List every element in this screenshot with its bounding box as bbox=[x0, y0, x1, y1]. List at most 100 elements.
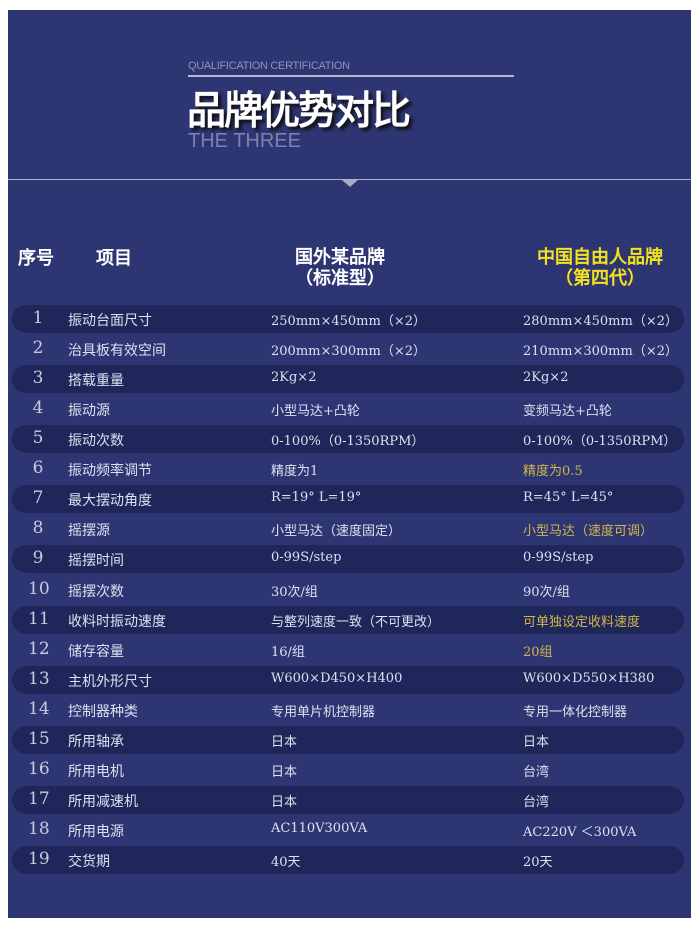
row-index: 1 bbox=[32, 308, 44, 328]
col-header-item: 项目 bbox=[96, 248, 132, 269]
row-foreign-value: 40天 bbox=[271, 855, 301, 871]
row-china-value: 台湾 bbox=[523, 794, 550, 810]
row-index: 3 bbox=[32, 368, 44, 389]
table-row: 7 最大摆动角度 R=19° L=19° R=45° L=45° bbox=[12, 485, 684, 514]
row-index: 18 bbox=[28, 819, 50, 840]
row-item: 交货期 bbox=[68, 854, 110, 871]
table-row: 14 控制器种类 专用单片机控制器 专用一体化控制器 bbox=[12, 696, 684, 724]
row-foreign-value: 2Kg×2 bbox=[271, 370, 317, 386]
row-item: 所用电源 bbox=[68, 824, 124, 841]
triangle-down-icon bbox=[342, 180, 358, 187]
row-foreign-value: R=19° L=19° bbox=[271, 490, 362, 506]
table-row: 10 摇摆次数 30次/组 90次/组 bbox=[12, 576, 684, 604]
row-item: 所用轴承 bbox=[68, 733, 124, 750]
row-foreign-value: 日本 bbox=[271, 794, 298, 810]
row-index: 9 bbox=[32, 548, 44, 569]
page-title: 品牌优势对比 bbox=[187, 89, 411, 134]
row-index: 19 bbox=[28, 849, 50, 870]
row-item: 所用电机 bbox=[68, 763, 124, 780]
table-row: 17 所用减速机 日本 台湾 bbox=[12, 785, 684, 814]
row-index: 11 bbox=[28, 608, 50, 629]
row-item: 收料时振动速度 bbox=[68, 613, 166, 630]
table-row: 13 主机外形尺寸 W600×D450×H400 W600×D550×H380 bbox=[12, 665, 684, 694]
row-foreign-value: 250mm×450mm（×2） bbox=[271, 314, 426, 329]
col-header-china: 中国自由人品牌 （第四代） bbox=[520, 247, 680, 289]
table-row: 6 振动频率调节 精度为1 精度为0.5 bbox=[12, 455, 684, 483]
row-index: 7 bbox=[32, 488, 44, 509]
row-china-value: 0-100%（0-1350RPM） bbox=[523, 434, 677, 450]
row-index: 14 bbox=[28, 698, 50, 719]
row-item: 振动频率调节 bbox=[68, 463, 152, 480]
table-row: 2 治具板有效空间 200mm×300mm（×2） 210mm×300mm（×2） bbox=[12, 335, 684, 363]
row-index: 13 bbox=[28, 668, 50, 689]
row-item: 振动次数 bbox=[68, 433, 124, 450]
col-header-foreign: 国外某品牌 （标准型） bbox=[260, 247, 420, 289]
subtitle-en: QUALIFICATION CERTIFICATION bbox=[188, 60, 350, 72]
row-item: 摇摆源 bbox=[68, 523, 110, 540]
row-china-value: 专用一体化控制器 bbox=[523, 704, 628, 720]
row-china-value: 日本 bbox=[523, 734, 550, 750]
title-rule bbox=[188, 75, 514, 77]
row-china-value: 精度为0.5 bbox=[523, 464, 583, 480]
row-china-value: 20组 bbox=[523, 644, 553, 660]
row-china-value: 210mm×300mm（×2） bbox=[523, 344, 678, 360]
row-index: 12 bbox=[28, 638, 50, 659]
row-index: 8 bbox=[32, 518, 44, 539]
row-item: 振动台面尺寸 bbox=[68, 313, 152, 329]
row-china-value: 变频马达+凸轮 bbox=[523, 404, 612, 420]
row-china-value: 台湾 bbox=[523, 764, 550, 780]
row-china-value: AC220V ＜300VA bbox=[523, 825, 637, 841]
table-row: 12 储存容量 16/组 20组 bbox=[12, 636, 684, 664]
row-foreign-value: 与整列速度一致（不可更改） bbox=[271, 614, 441, 630]
row-index: 4 bbox=[32, 398, 44, 419]
row-foreign-value: 16/组 bbox=[271, 644, 305, 660]
tagline: THE THREE bbox=[188, 130, 301, 152]
row-item: 振动源 bbox=[68, 403, 110, 420]
row-china-value: 280mm×450mm（×2） bbox=[523, 314, 678, 329]
col-header-china-line2: （第四代） bbox=[555, 268, 645, 289]
row-index: 6 bbox=[32, 458, 44, 479]
row-china-value: 2Kg×2 bbox=[523, 370, 569, 386]
row-foreign-value: AC110V300VA bbox=[271, 821, 368, 837]
table-row: 15 所用轴承 日本 日本 bbox=[12, 725, 684, 754]
row-china-value: 可单独设定收料速度 bbox=[523, 614, 641, 630]
row-item: 治具板有效空间 bbox=[68, 343, 166, 360]
row-item: 摇摆次数 bbox=[68, 583, 124, 600]
row-index: 2 bbox=[32, 338, 44, 359]
row-china-value: 90次/组 bbox=[523, 584, 570, 600]
row-item: 所用减速机 bbox=[68, 793, 138, 810]
row-foreign-value: 小型马达+凸轮 bbox=[271, 404, 360, 420]
row-index: 10 bbox=[28, 578, 50, 599]
background-panel bbox=[8, 10, 691, 918]
row-foreign-value: 日本 bbox=[271, 764, 298, 780]
row-china-value: R=45° L=45° bbox=[523, 490, 614, 506]
table-row: 16 所用电机 日本 台湾 bbox=[12, 756, 684, 784]
row-item: 控制器种类 bbox=[68, 703, 138, 720]
table-row: 4 振动源 小型马达+凸轮 变频马达+凸轮 bbox=[12, 395, 684, 423]
section-divider bbox=[8, 179, 691, 180]
row-item: 搭载重量 bbox=[68, 373, 124, 390]
col-header-china-line1: 中国自由人品牌 bbox=[537, 247, 663, 268]
row-foreign-value: 0-100%（0-1350RPM） bbox=[271, 434, 425, 450]
row-index: 16 bbox=[28, 758, 50, 779]
row-foreign-value: 日本 bbox=[271, 734, 298, 750]
row-china-value: 20天 bbox=[523, 855, 553, 871]
table-row: 8 摇摆源 小型马达（速度固定） 小型马达（速度可调） bbox=[12, 515, 684, 543]
row-foreign-value: W600×D450×H400 bbox=[271, 670, 403, 686]
table-row: 5 振动次数 0-100%（0-1350RPM） 0-100%（0-1350RPM） bbox=[12, 425, 684, 454]
col-header-foreign-line2: （标准型） bbox=[295, 268, 385, 289]
table-row: 3 搭载重量 2Kg×2 2Kg×2 bbox=[12, 365, 684, 394]
row-item: 摇摆时间 bbox=[68, 553, 124, 570]
col-header-index: 序号 bbox=[18, 248, 54, 269]
col-header-foreign-line1: 国外某品牌 bbox=[295, 247, 385, 268]
row-index: 5 bbox=[32, 428, 44, 449]
row-item: 最大摆动角度 bbox=[68, 493, 152, 510]
row-china-value: W600×D550×H380 bbox=[523, 670, 655, 686]
row-foreign-value: 30次/组 bbox=[271, 584, 318, 600]
row-item: 储存容量 bbox=[68, 643, 124, 660]
row-item: 主机外形尺寸 bbox=[68, 673, 152, 690]
row-foreign-value: 专用单片机控制器 bbox=[271, 704, 376, 720]
row-china-value: 0-99S/step bbox=[523, 550, 594, 566]
table-row: 19 交货期 40天 20天 bbox=[12, 846, 684, 875]
row-foreign-value: 精度为1 bbox=[271, 464, 319, 480]
